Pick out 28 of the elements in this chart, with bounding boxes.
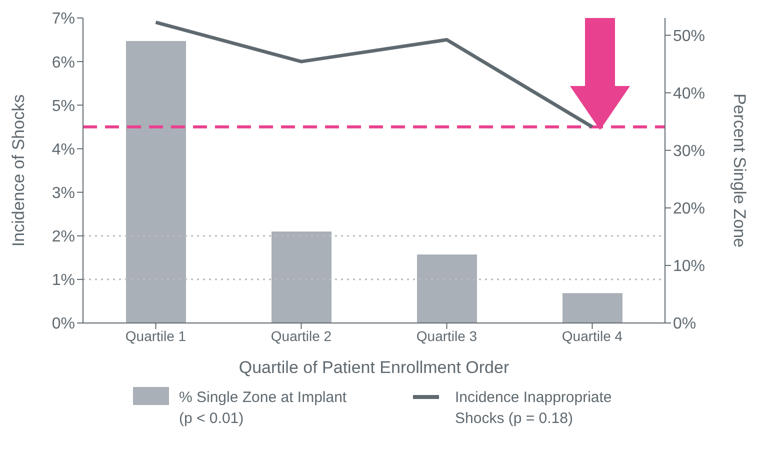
bar [126,41,186,323]
y-tick-label: 2% [52,228,75,246]
y-tick-label: 0% [52,316,75,333]
y-tick-label: 4% [52,141,75,158]
y2-axis-title: Percent Single Zone [730,93,749,248]
y-tick-label: 1% [52,272,75,290]
x-tick-label: Quartile 3 [416,328,478,344]
x-tick-label: Quartile 2 [270,328,332,344]
y-tick-label: 3% [52,184,75,202]
legend-label: % Single Zone at Implant (p < 0.01) [179,388,348,429]
x-axis-title: Quartile of Patient Enrollment Order [238,358,510,377]
bar [272,232,332,323]
y2-tick-label: 20% [673,200,706,218]
y-tick-label: 7% [52,10,75,28]
y2-tick-label: 40% [673,85,706,102]
bar [562,293,622,323]
y-axis-title: Incidence of Shocks [9,94,28,247]
y2-tick-label: 10% [673,258,706,276]
line-series [154,20,594,129]
y-tick-label: 6% [52,54,75,72]
y2-tick-label: 50% [673,28,706,45]
y2-tick-label: 0% [673,316,696,333]
x-tick-label: Quartile 4 [562,328,623,344]
bar [417,254,477,323]
legend-label: Incidence Inappropriate Shocks (p = 0.18) [455,388,613,429]
y2-tick-label: 30% [673,143,706,160]
x-tick-label: Quartile 1 [125,328,186,344]
y-tick-label: 5% [52,98,75,115]
